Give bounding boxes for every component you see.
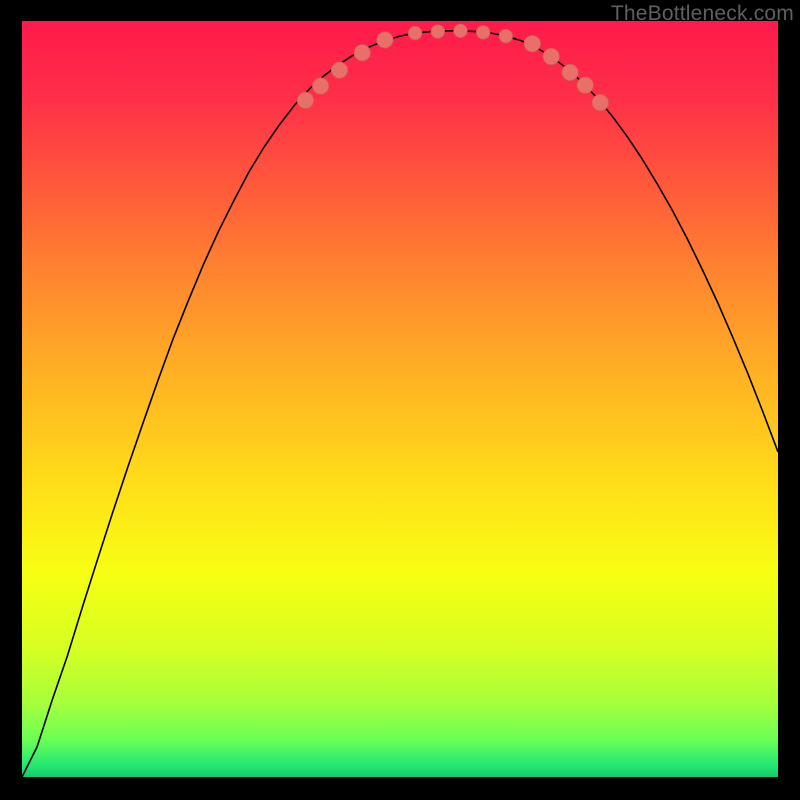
curve-marker	[499, 29, 513, 43]
curve-marker	[431, 25, 445, 39]
curve-marker	[577, 77, 593, 93]
curve-marker	[331, 62, 347, 78]
curve-marker	[297, 92, 313, 108]
curve-marker	[524, 35, 540, 51]
curve-marker	[562, 64, 578, 80]
gradient-fill	[22, 21, 778, 777]
curve-marker	[476, 26, 490, 40]
curve-marker	[454, 24, 468, 38]
curve-marker	[592, 94, 608, 110]
chart-svg-layer	[0, 0, 800, 800]
attribution-label: TheBottleneck.com	[611, 2, 794, 26]
curve-marker	[377, 32, 393, 48]
curve-marker	[408, 26, 422, 40]
chart-container: TheBottleneck.com	[0, 0, 800, 800]
curve-marker	[543, 48, 559, 64]
curve-marker	[312, 78, 328, 94]
curve-marker	[354, 45, 370, 61]
